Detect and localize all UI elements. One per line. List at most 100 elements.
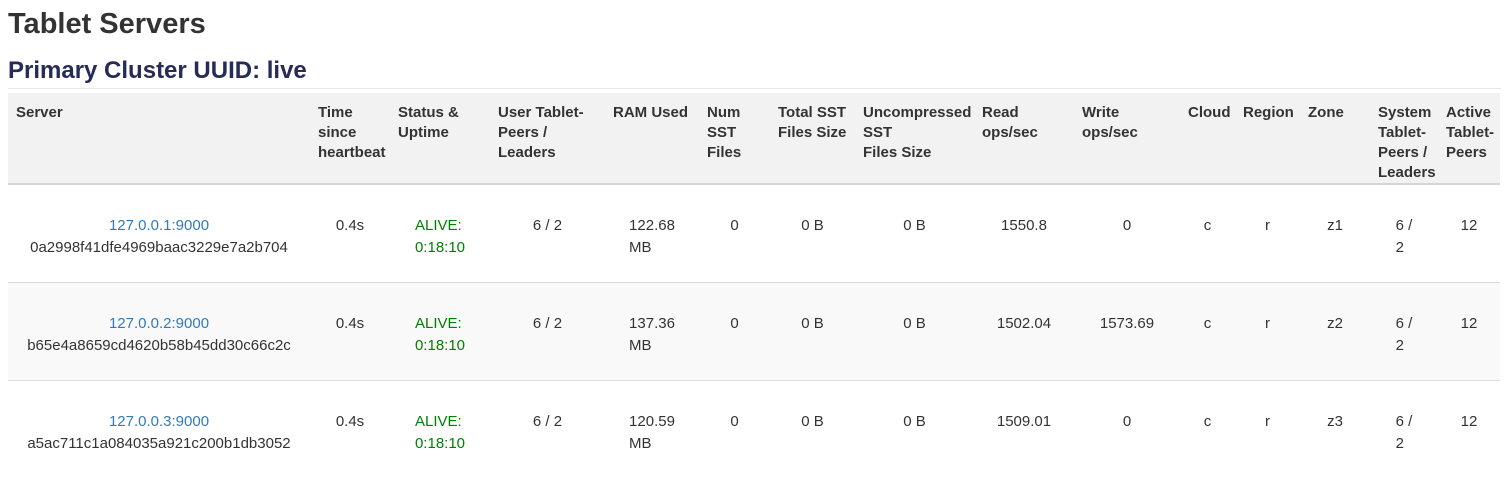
active-tablet-peers-value: 12: [1461, 411, 1478, 433]
column-header-total-sst-size: Total SST Files Size: [770, 93, 855, 184]
active-tablet-peers-value: 12: [1461, 313, 1478, 335]
tserver-uuid: 0a2998f41dfe4969baac3229e7a2b704: [16, 237, 302, 259]
active-tablet-peers-cell: 12: [1438, 381, 1500, 478]
status-cell: ALIVE: 0:18:10: [390, 283, 490, 381]
uncompressed-sst-size-value: 0 B: [903, 313, 926, 335]
ram-used-cell: 120.59 MB: [605, 381, 699, 478]
num-sst-files-value: 0: [730, 313, 738, 335]
server-cell: 127.0.0.1:9000 0a2998f41dfe4969baac3229e…: [8, 184, 310, 283]
column-header-write-ops: Write ops/sec: [1074, 93, 1180, 184]
heartbeat-cell: 0.4s: [310, 283, 390, 381]
cloud-value: c: [1204, 313, 1212, 335]
user-tablet-peers-value: 6 / 2: [533, 313, 562, 335]
tserver-address-link[interactable]: 127.0.0.2:9000: [109, 313, 209, 335]
table-header-row: Server Time since heartbeat Status & Upt…: [8, 93, 1500, 184]
tablet-servers-table: Server Time since heartbeat Status & Upt…: [8, 93, 1500, 478]
read-ops-cell: 1509.01: [974, 381, 1074, 478]
write-ops-value: 0: [1123, 411, 1131, 433]
uncompressed-sst-size-value: 0 B: [903, 411, 926, 433]
cloud-cell: c: [1180, 283, 1235, 381]
ram-used-value: 122.68 MB: [629, 215, 675, 259]
zone-value: z3: [1327, 411, 1343, 433]
column-header-user-tablet-peers: User Tablet- Peers / Leaders: [490, 93, 605, 184]
write-ops-cell: 0: [1074, 184, 1180, 283]
heartbeat-value: 0.4s: [336, 313, 364, 335]
zone-cell: z2: [1300, 283, 1370, 381]
total-sst-size-value: 0 B: [801, 313, 824, 335]
tserver-address-link[interactable]: 127.0.0.3:9000: [109, 411, 209, 433]
primary-cluster-uuid-heading: Primary Cluster UUID: live: [8, 57, 1501, 85]
read-ops-cell: 1502.04: [974, 283, 1074, 381]
ram-used-value: 137.36 MB: [629, 313, 675, 357]
tserver-uuid: a5ac711c1a084035a921c200b1db3052: [16, 433, 302, 455]
active-tablet-peers-value: 12: [1461, 215, 1478, 237]
system-tablet-peers-value: 6 / 2: [1396, 313, 1413, 357]
heading-divider: [8, 88, 1501, 89]
column-header-status-uptime: Status & Uptime: [390, 93, 490, 184]
system-tablet-peers-cell: 6 / 2: [1370, 381, 1438, 478]
cloud-cell: c: [1180, 381, 1235, 478]
column-header-cloud: Cloud: [1180, 93, 1235, 184]
ram-used-value: 120.59 MB: [629, 411, 675, 455]
read-ops-value: 1550.8: [1001, 215, 1047, 237]
num-sst-files-value: 0: [730, 411, 738, 433]
table-row: 127.0.0.3:9000 a5ac711c1a084035a921c200b…: [8, 381, 1500, 478]
num-sst-files-cell: 0: [699, 184, 770, 283]
column-header-system-tablet-peers: System Tablet- Peers / Leaders: [1370, 93, 1438, 184]
zone-cell: z3: [1300, 381, 1370, 478]
status-cell: ALIVE: 0:18:10: [390, 381, 490, 478]
write-ops-cell: 1573.69: [1074, 283, 1180, 381]
cloud-value: c: [1204, 411, 1212, 433]
region-cell: r: [1235, 184, 1300, 283]
heartbeat-value: 0.4s: [336, 215, 364, 237]
system-tablet-peers-cell: 6 / 2: [1370, 184, 1438, 283]
total-sst-size-cell: 0 B: [770, 283, 855, 381]
region-value: r: [1265, 411, 1270, 433]
column-header-server: Server: [8, 93, 310, 184]
read-ops-value: 1502.04: [997, 313, 1051, 335]
total-sst-size-value: 0 B: [801, 411, 824, 433]
table-row: 127.0.0.2:9000 b65e4a8659cd4620b58b45dd3…: [8, 283, 1500, 381]
column-header-num-sst-files: Num SST Files: [699, 93, 770, 184]
ram-used-cell: 122.68 MB: [605, 184, 699, 283]
user-tablet-peers-cell: 6 / 2: [490, 184, 605, 283]
uncompressed-sst-size-cell: 0 B: [855, 381, 974, 478]
region-value: r: [1265, 313, 1270, 335]
table-row: 127.0.0.1:9000 0a2998f41dfe4969baac3229e…: [8, 184, 1500, 283]
status-alive-value: ALIVE: 0:18:10: [415, 313, 465, 357]
column-header-region: Region: [1235, 93, 1300, 184]
column-header-read-ops: Read ops/sec: [974, 93, 1074, 184]
ram-used-cell: 137.36 MB: [605, 283, 699, 381]
total-sst-size-cell: 0 B: [770, 184, 855, 283]
heartbeat-value: 0.4s: [336, 411, 364, 433]
page-title: Tablet Servers: [8, 7, 1501, 41]
active-tablet-peers-cell: 12: [1438, 184, 1500, 283]
active-tablet-peers-cell: 12: [1438, 283, 1500, 381]
system-tablet-peers-value: 6 / 2: [1396, 411, 1413, 455]
user-tablet-peers-cell: 6 / 2: [490, 381, 605, 478]
server-cell: 127.0.0.3:9000 a5ac711c1a084035a921c200b…: [8, 381, 310, 478]
system-tablet-peers-cell: 6 / 2: [1370, 283, 1438, 381]
column-header-ram-used: RAM Used: [605, 93, 699, 184]
uncompressed-sst-size-cell: 0 B: [855, 184, 974, 283]
tserver-address-link[interactable]: 127.0.0.1:9000: [109, 215, 209, 237]
tablet-servers-page: Tablet Servers Primary Cluster UUID: liv…: [0, 7, 1509, 478]
user-tablet-peers-value: 6 / 2: [533, 411, 562, 433]
status-alive-value: ALIVE: 0:18:10: [415, 215, 465, 259]
user-tablet-peers-cell: 6 / 2: [490, 283, 605, 381]
column-header-zone: Zone: [1300, 93, 1370, 184]
zone-value: z1: [1327, 215, 1343, 237]
read-ops-cell: 1550.8: [974, 184, 1074, 283]
write-ops-cell: 0: [1074, 381, 1180, 478]
user-tablet-peers-value: 6 / 2: [533, 215, 562, 237]
tserver-uuid: b65e4a8659cd4620b58b45dd30c66c2c: [16, 335, 302, 357]
uncompressed-sst-size-cell: 0 B: [855, 283, 974, 381]
uncompressed-sst-size-value: 0 B: [903, 215, 926, 237]
column-header-heartbeat: Time since heartbeat: [310, 93, 390, 184]
status-alive-value: ALIVE: 0:18:10: [415, 411, 465, 455]
num-sst-files-cell: 0: [699, 283, 770, 381]
column-header-active-tablet-peers: Active Tablet- Peers: [1438, 93, 1500, 184]
heartbeat-cell: 0.4s: [310, 381, 390, 478]
cloud-cell: c: [1180, 184, 1235, 283]
region-cell: r: [1235, 381, 1300, 478]
